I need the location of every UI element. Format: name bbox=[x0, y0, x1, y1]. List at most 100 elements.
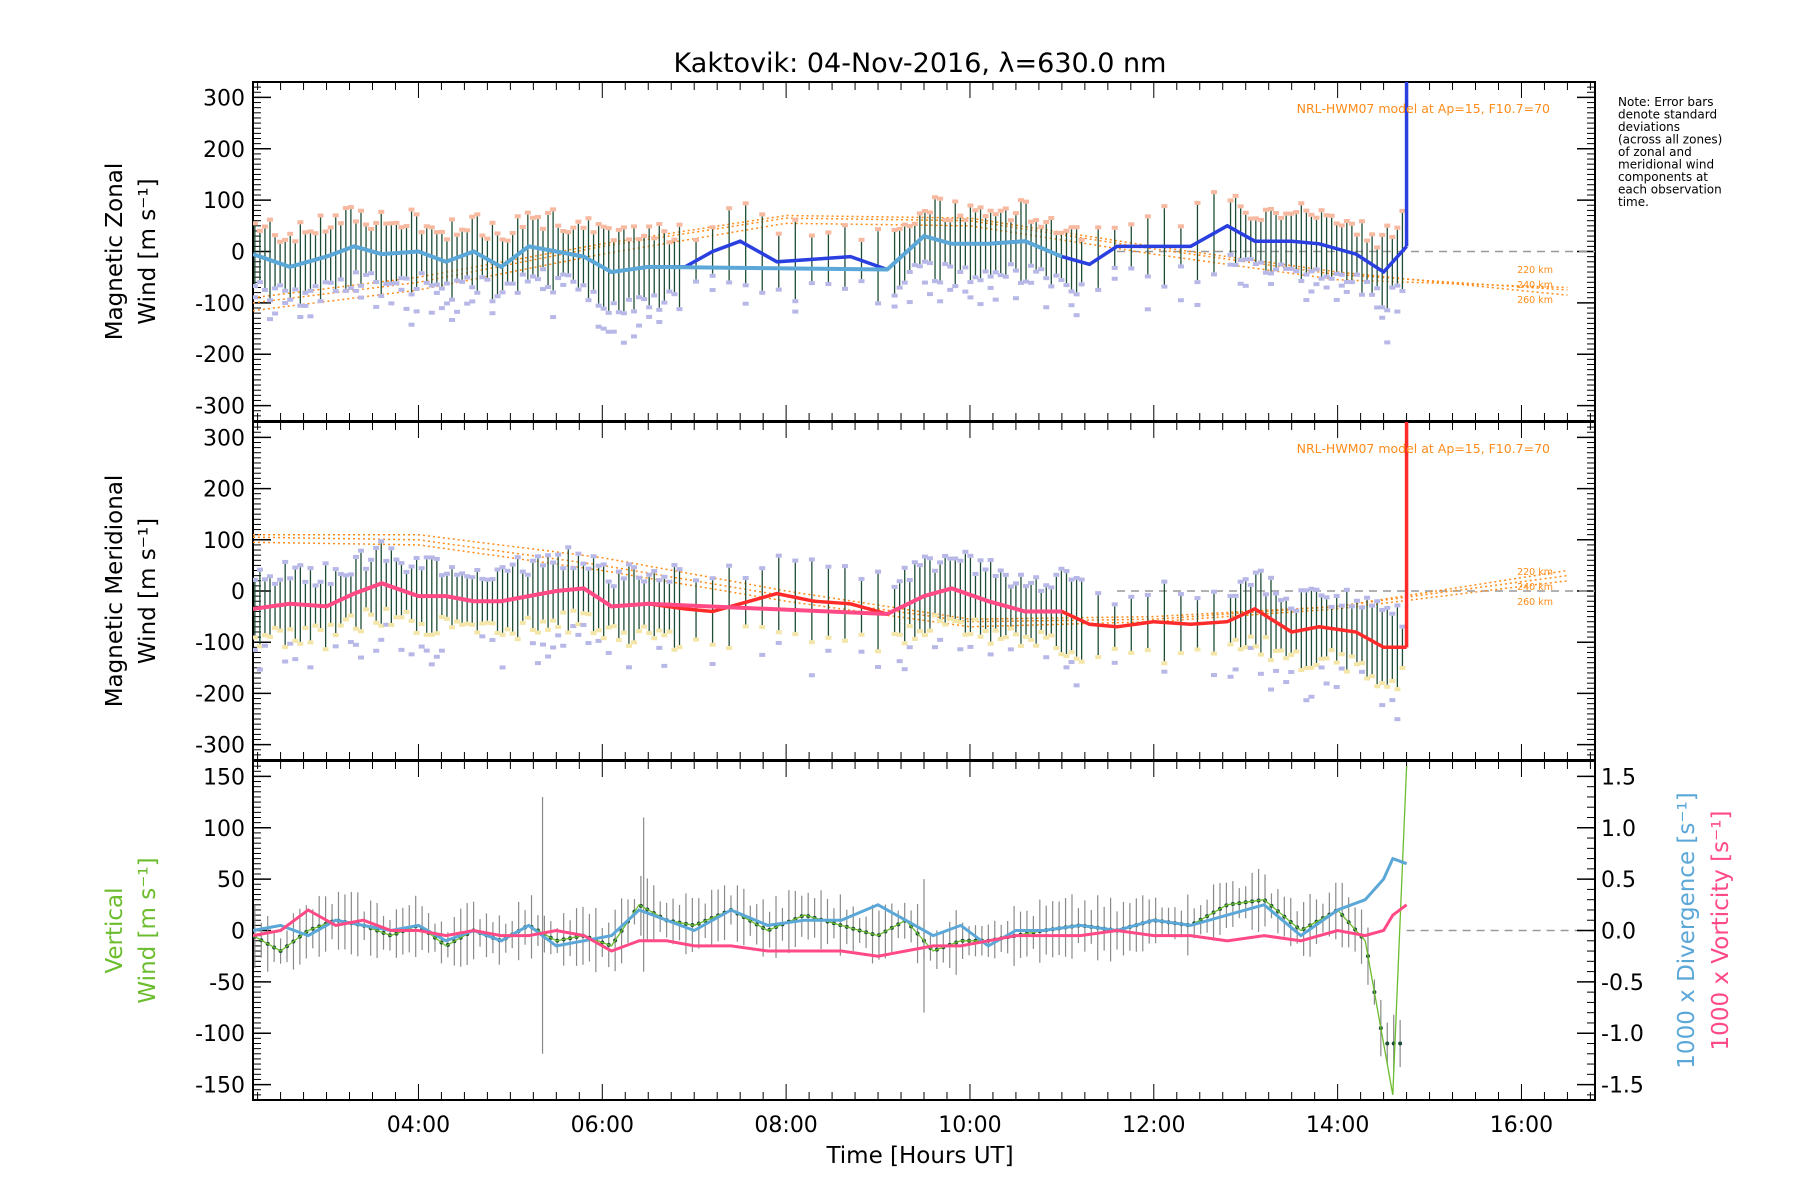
scatter-point bbox=[373, 304, 380, 309]
scatter-point bbox=[352, 554, 359, 559]
scatter-point bbox=[378, 539, 385, 544]
series-line-light bbox=[253, 233, 1063, 275]
scatter-point bbox=[636, 323, 643, 328]
scatter-point bbox=[368, 226, 375, 231]
scatter-point bbox=[287, 297, 294, 302]
scatter-point bbox=[449, 565, 456, 570]
scatter-point bbox=[926, 210, 933, 215]
scatter-point bbox=[540, 287, 547, 292]
scatter-point bbox=[534, 661, 541, 666]
scatter-point bbox=[858, 279, 865, 284]
scatter-point bbox=[1242, 210, 1249, 215]
scatter-point bbox=[1007, 647, 1014, 652]
scatter-point bbox=[550, 618, 557, 623]
scatter-point bbox=[398, 561, 405, 566]
scatter-point bbox=[891, 227, 898, 232]
scatter-point bbox=[337, 623, 344, 628]
scatter-point bbox=[347, 639, 354, 644]
scatter-point bbox=[610, 301, 617, 306]
scatter-point bbox=[1353, 272, 1360, 277]
scatter-point bbox=[858, 576, 865, 581]
scatter-point bbox=[1002, 206, 1009, 211]
scatter-point bbox=[408, 207, 415, 212]
altitude-label: 240 km bbox=[1517, 582, 1553, 593]
scatter-point bbox=[957, 620, 964, 625]
scatter-point bbox=[630, 334, 637, 339]
scatter-point bbox=[1237, 281, 1244, 286]
scatter-point bbox=[383, 606, 390, 611]
scatter-point bbox=[1262, 592, 1269, 597]
scatter-point bbox=[514, 290, 521, 295]
scatter-point bbox=[332, 644, 339, 649]
scatter-point bbox=[901, 222, 908, 227]
scatter-point bbox=[449, 625, 456, 630]
scatter-point bbox=[891, 584, 898, 589]
scatter-point bbox=[302, 290, 309, 295]
scatter-point bbox=[641, 297, 648, 302]
scatter-point bbox=[1343, 669, 1350, 674]
scatter-point bbox=[388, 301, 395, 306]
scatter-point bbox=[464, 621, 471, 626]
scatter-point bbox=[1379, 703, 1386, 708]
panel-frame bbox=[252, 421, 1596, 761]
scatter-point bbox=[901, 641, 908, 646]
scatter-point bbox=[808, 557, 815, 562]
scatter-point bbox=[489, 577, 496, 582]
scatter-point bbox=[1063, 569, 1070, 574]
scatter-point bbox=[775, 553, 782, 558]
scatter-point bbox=[825, 648, 832, 653]
meridional-wind-panel: 300 200 100 0 -100 -200 -300 Magnetic Meridiona… bbox=[102, 421, 1596, 761]
scatter-point bbox=[1017, 643, 1024, 648]
scatter-point bbox=[403, 224, 410, 229]
scatter-point bbox=[977, 558, 984, 563]
scatter-point bbox=[469, 622, 476, 627]
scatter-point bbox=[1338, 652, 1345, 657]
scatter-point bbox=[693, 279, 700, 284]
scatter-point bbox=[1017, 280, 1024, 285]
scatter-point bbox=[368, 271, 375, 276]
scatter-point bbox=[358, 655, 365, 660]
scatter-point bbox=[1237, 204, 1244, 209]
scatter-point bbox=[322, 647, 329, 652]
scatter-point bbox=[272, 311, 279, 316]
scatter-point bbox=[676, 222, 683, 227]
scatter-point bbox=[378, 209, 385, 214]
scatter-point bbox=[393, 615, 400, 620]
scatter-point bbox=[1211, 190, 1218, 195]
scatter-point bbox=[610, 238, 617, 243]
scatter-point bbox=[438, 573, 445, 578]
scatter-point bbox=[967, 295, 974, 300]
scatter-point bbox=[342, 288, 349, 293]
scatter-point bbox=[317, 628, 324, 633]
scatter-point bbox=[625, 237, 632, 242]
scatter-point bbox=[565, 630, 572, 635]
scatter-point bbox=[580, 611, 587, 616]
note-line: time. bbox=[1618, 195, 1649, 209]
scatter-point bbox=[1262, 270, 1269, 275]
scatter-point bbox=[469, 285, 476, 290]
scatter-point bbox=[646, 572, 653, 577]
scatter-point bbox=[423, 632, 430, 637]
scatter-point bbox=[656, 578, 663, 583]
scatter-point bbox=[595, 303, 602, 308]
scatter-point bbox=[1318, 665, 1325, 670]
scatter-point bbox=[1288, 606, 1295, 611]
scatter-point bbox=[1338, 603, 1345, 608]
scatter-point bbox=[1328, 648, 1335, 653]
scatter-point bbox=[947, 617, 954, 622]
scatter-point bbox=[1343, 587, 1350, 592]
scatter-point bbox=[1227, 252, 1234, 257]
scatter-point bbox=[1353, 662, 1360, 667]
scatter-point bbox=[921, 554, 928, 559]
scatter-point bbox=[693, 237, 700, 242]
scatter-point bbox=[671, 563, 678, 568]
scatter-point bbox=[1308, 665, 1315, 670]
y-tick-label: 0 bbox=[231, 920, 245, 945]
scatter-point bbox=[792, 309, 799, 314]
series-line-light bbox=[253, 581, 1062, 617]
scatter-point bbox=[932, 568, 939, 573]
scatter-point bbox=[287, 576, 294, 581]
scatter-point bbox=[277, 577, 284, 582]
scatter-point bbox=[1227, 262, 1234, 267]
